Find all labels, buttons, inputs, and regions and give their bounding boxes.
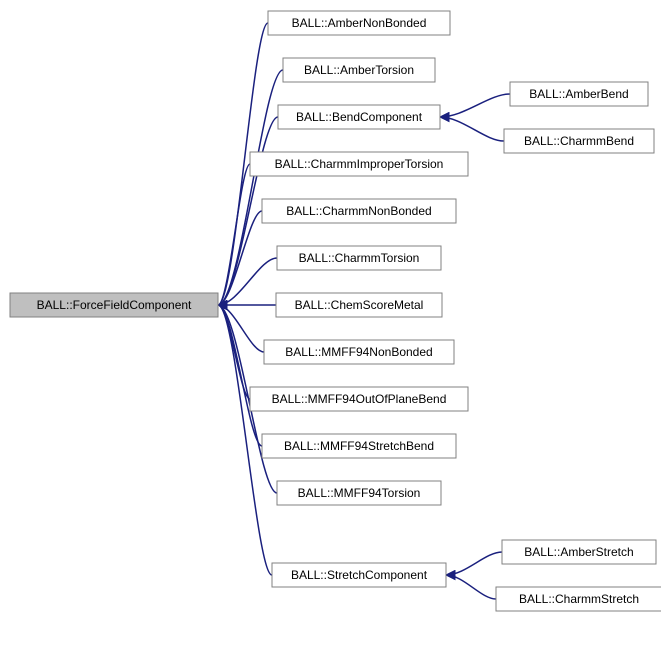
class-node-label: BALL::AmberBend — [529, 87, 628, 101]
inheritance-edge — [440, 117, 504, 141]
class-node-label: BALL::AmberNonBonded — [292, 16, 427, 30]
class-node-label: BALL::ForceFieldComponent — [37, 298, 192, 312]
class-node[interactable]: BALL::AmberTorsion — [283, 58, 435, 82]
class-node-label: BALL::MMFF94OutOfPlaneBend — [272, 392, 447, 406]
class-node-label: BALL::MMFF94StretchBend — [284, 439, 434, 453]
class-node-label: BALL::AmberStretch — [524, 545, 633, 559]
class-node-label: BALL::ChemScoreMetal — [295, 298, 424, 312]
class-node-label: BALL::CharmmStretch — [519, 592, 639, 606]
class-node[interactable]: BALL::ChemScoreMetal — [276, 293, 442, 317]
inheritance-edge — [218, 164, 250, 305]
class-node-label: BALL::MMFF94Torsion — [298, 486, 421, 500]
class-node[interactable]: BALL::MMFF94NonBonded — [264, 340, 454, 364]
class-node-label: BALL::MMFF94NonBonded — [285, 345, 432, 359]
class-node[interactable]: BALL::CharmmImproperTorsion — [250, 152, 468, 176]
class-node[interactable]: BALL::CharmmStretch — [496, 587, 661, 611]
nodes-group: BALL::ForceFieldComponent BALL::AmberNonB… — [10, 11, 661, 611]
class-node-label: BALL::CharmmBend — [524, 134, 634, 148]
class-node-label: BALL::CharmmImproperTorsion — [275, 157, 444, 171]
class-node-label: BALL::AmberTorsion — [304, 63, 414, 77]
inheritance-diagram: BALL::ForceFieldComponent BALL::AmberNonB… — [0, 0, 661, 653]
class-node[interactable]: BALL::StretchComponent — [272, 563, 446, 587]
inheritance-edge — [446, 575, 496, 599]
class-node[interactable]: BALL::AmberNonBonded — [268, 11, 450, 35]
class-node[interactable]: BALL::MMFF94StretchBend — [262, 434, 456, 458]
class-node[interactable]: BALL::MMFF94Torsion — [277, 481, 441, 505]
class-node[interactable]: BALL::BendComponent — [278, 105, 440, 129]
class-node-label: BALL::BendComponent — [296, 110, 423, 124]
class-node[interactable]: BALL::AmberStretch — [502, 540, 656, 564]
class-node-label: BALL::StretchComponent — [291, 568, 428, 582]
inheritance-edge — [446, 552, 502, 575]
class-node[interactable]: BALL::CharmmNonBonded — [262, 199, 456, 223]
class-node[interactable]: BALL::CharmmBend — [504, 129, 654, 153]
class-node[interactable]: BALL::AmberBend — [510, 82, 648, 106]
inheritance-edge — [440, 94, 510, 117]
class-node[interactable]: BALL::MMFF94OutOfPlaneBend — [250, 387, 468, 411]
class-node[interactable]: BALL::CharmmTorsion — [277, 246, 441, 270]
class-node-label: BALL::CharmmTorsion — [299, 251, 420, 265]
class-node[interactable]: BALL::ForceFieldComponent — [10, 293, 218, 317]
class-node-label: BALL::CharmmNonBonded — [286, 204, 431, 218]
